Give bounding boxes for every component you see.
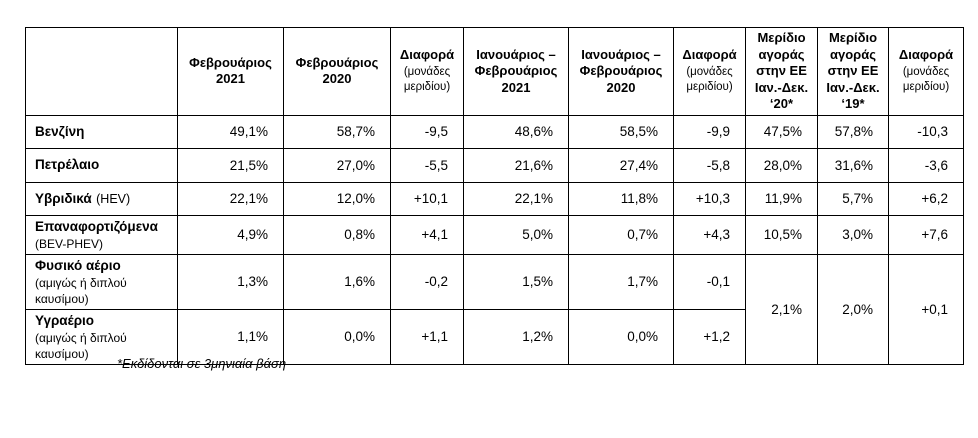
value-cell: 0,0%	[283, 308, 391, 365]
merged-eu-share-2019-cell: 2,0%	[817, 253, 889, 365]
value-cell: +4,3	[673, 214, 746, 255]
value-cell: 5,7%	[817, 181, 889, 216]
value-cell: 31,6%	[817, 147, 889, 183]
value-cell: +6,2	[888, 181, 964, 216]
value-cell: -5,8	[673, 147, 746, 183]
table-row: Φυσικό αέριο (αμιγώς ή διπλού καυσίμου) …	[25, 253, 964, 365]
value-cell: 1,5%	[463, 253, 569, 310]
header-feb-2021: Φεβρουάριος 2021	[177, 27, 284, 116]
merged-eu-share-2020-cell: 2,1%	[745, 253, 818, 365]
value-cell: -0,1	[673, 253, 746, 310]
header-title: Διαφορά	[399, 47, 455, 63]
header-row: Φεβρουάριος 2021 Φεβρουάριος 2020 Διαφορ…	[25, 27, 964, 116]
header-title: Διαφορά	[682, 47, 737, 63]
header-title: Ιανουάριος – Φεβρουάριος 2020	[579, 46, 663, 95]
header-diff-cumulative: Διαφορά (μονάδες μεριδίου)	[673, 27, 746, 116]
row-label-natural-gas: Φυσικό αέριο (αμιγώς ή διπλού καυσίμου)	[25, 253, 178, 310]
header-title: Ιανουάριος – Φεβρουάριος 2021	[474, 46, 558, 95]
empty-corner-cell	[25, 27, 178, 116]
header-title: Φεβρουάριος 2020	[295, 54, 379, 87]
value-cell: 21,6%	[463, 147, 569, 183]
value-cell: 27,4%	[568, 147, 674, 183]
value-cell: -3,6	[888, 147, 964, 183]
value-cell: 57,8%	[817, 114, 889, 149]
value-cell: 1,2%	[463, 308, 569, 365]
header-title: Διαφορά	[898, 47, 954, 63]
header-title: Μερίδιο αγοράς στην ΕΕ Ιαν.-Δεκ. ‘19*	[826, 30, 880, 111]
header-diff-eu: Διαφορά (μονάδες μεριδίου)	[888, 27, 964, 116]
value-cell: 3,0%	[817, 214, 889, 255]
table-row: Πετρέλαιο 21,5% 27,0% -5,5 21,6% 27,4% -…	[25, 147, 964, 183]
value-cell: 12,0%	[283, 181, 391, 216]
footnote: *Εκδίδονται σε 3μηνιαία βάση	[117, 356, 287, 371]
value-cell: 1,7%	[568, 253, 674, 310]
value-cell: 58,7%	[283, 114, 391, 149]
value-cell: 11,9%	[745, 181, 818, 216]
value-cell: 4,9%	[177, 214, 284, 255]
value-cell: 22,1%	[177, 181, 284, 216]
value-cell: 1,1%	[177, 308, 284, 365]
value-cell: 47,5%	[745, 114, 818, 149]
value-cell: -10,3	[888, 114, 964, 149]
value-cell: -0,2	[390, 253, 464, 310]
fuel-market-share-table: Φεβρουάριος 2021 Φεβρουάριος 2020 Διαφορ…	[25, 27, 964, 365]
row-sublabel-text: (αμιγώς ή διπλού καυσίμου)	[35, 275, 127, 306]
value-cell: +4,1	[390, 214, 464, 255]
row-label-hybrid: Υβριδικά (HEV)	[25, 181, 178, 216]
value-cell: 49,1%	[177, 114, 284, 149]
value-cell: -5,5	[390, 147, 464, 183]
row-label-text: Επαναφορτιζόμενα	[35, 218, 158, 234]
header-title: Μερίδιο αγοράς στην ΕΕ Ιαν.-Δεκ. ‘20*	[754, 30, 809, 111]
header-feb-2020: Φεβρουάριος 2020	[283, 27, 391, 116]
row-label-lpg: Υγραέριο (αμιγώς ή διπλού καυσίμου)	[25, 308, 178, 365]
value-cell: -9,9	[673, 114, 746, 149]
header-subtitle: (μονάδες μεριδίου)	[902, 65, 950, 93]
row-label-benzine: Βενζίνη	[25, 114, 178, 149]
value-cell: +1,2	[673, 308, 746, 365]
value-cell: 0,7%	[568, 214, 674, 255]
row-label-plugin: Επαναφορτιζόμενα (BEV-PHEV)	[25, 214, 178, 255]
value-cell: 11,8%	[568, 181, 674, 216]
value-cell: 0,0%	[568, 308, 674, 365]
row-label-text: Πετρέλαιο	[35, 157, 100, 172]
value-cell: -9,5	[390, 114, 464, 149]
row-label-text: Φυσικό αέριο	[35, 257, 121, 273]
table-row: Υβριδικά (HEV) 22,1% 12,0% +10,1 22,1% 1…	[25, 181, 964, 216]
value-cell: 48,6%	[463, 114, 569, 149]
value-cell: 1,3%	[177, 253, 284, 310]
header-title: Φεβρουάριος 2021	[189, 54, 272, 87]
table-row: Βενζίνη 49,1% 58,7% -9,5 48,6% 58,5% -9,…	[25, 114, 964, 149]
value-cell: 5,0%	[463, 214, 569, 255]
header-janfeb-2020: Ιανουάριος – Φεβρουάριος 2020	[568, 27, 674, 116]
value-cell: 28,0%	[745, 147, 818, 183]
value-cell: 27,0%	[283, 147, 391, 183]
merged-difference-cell: +0,1	[888, 253, 964, 365]
row-sublabel-text: (HEV)	[96, 191, 131, 206]
table-row: Υγραέριο (αμιγώς ή διπλού καυσίμου) 1,1%…	[25, 308, 964, 365]
row-sublabel-text: (BEV-PHEV)	[35, 236, 104, 251]
value-cell: +10,1	[390, 181, 464, 216]
value-cell: 10,5%	[745, 214, 818, 255]
row-label-diesel: Πετρέλαιο	[25, 147, 178, 183]
header-diff-month: Διαφορά (μονάδες μεριδίου)	[390, 27, 464, 116]
row-sublabel-text: (αμιγώς ή διπλού καυσίμου)	[35, 330, 127, 361]
row-label-text: Υβριδικά	[35, 190, 92, 206]
value-cell: 0,8%	[283, 214, 391, 255]
value-cell: +7,6	[888, 214, 964, 255]
header-subtitle: (μονάδες μεριδίου)	[403, 65, 451, 93]
row-label-text: Υγραέριο	[35, 312, 95, 328]
value-cell: 58,5%	[568, 114, 674, 149]
value-cell: +10,3	[673, 181, 746, 216]
header-subtitle: (μονάδες μεριδίου)	[686, 65, 733, 93]
table-row: Επαναφορτιζόμενα (BEV-PHEV) 4,9% 0,8% +4…	[25, 214, 964, 255]
value-cell: +1,1	[390, 308, 464, 365]
value-cell: 21,5%	[177, 147, 284, 183]
header-eu-share-2019: Μερίδιο αγοράς στην ΕΕ Ιαν.-Δεκ. ‘19*	[817, 27, 889, 116]
header-eu-share-2020: Μερίδιο αγοράς στην ΕΕ Ιαν.-Δεκ. ‘20*	[745, 27, 818, 116]
row-label-text: Βενζίνη	[35, 123, 85, 139]
value-cell: 1,6%	[283, 253, 391, 310]
header-janfeb-2021: Ιανουάριος – Φεβρουάριος 2021	[463, 27, 569, 116]
value-cell: 22,1%	[463, 181, 569, 216]
